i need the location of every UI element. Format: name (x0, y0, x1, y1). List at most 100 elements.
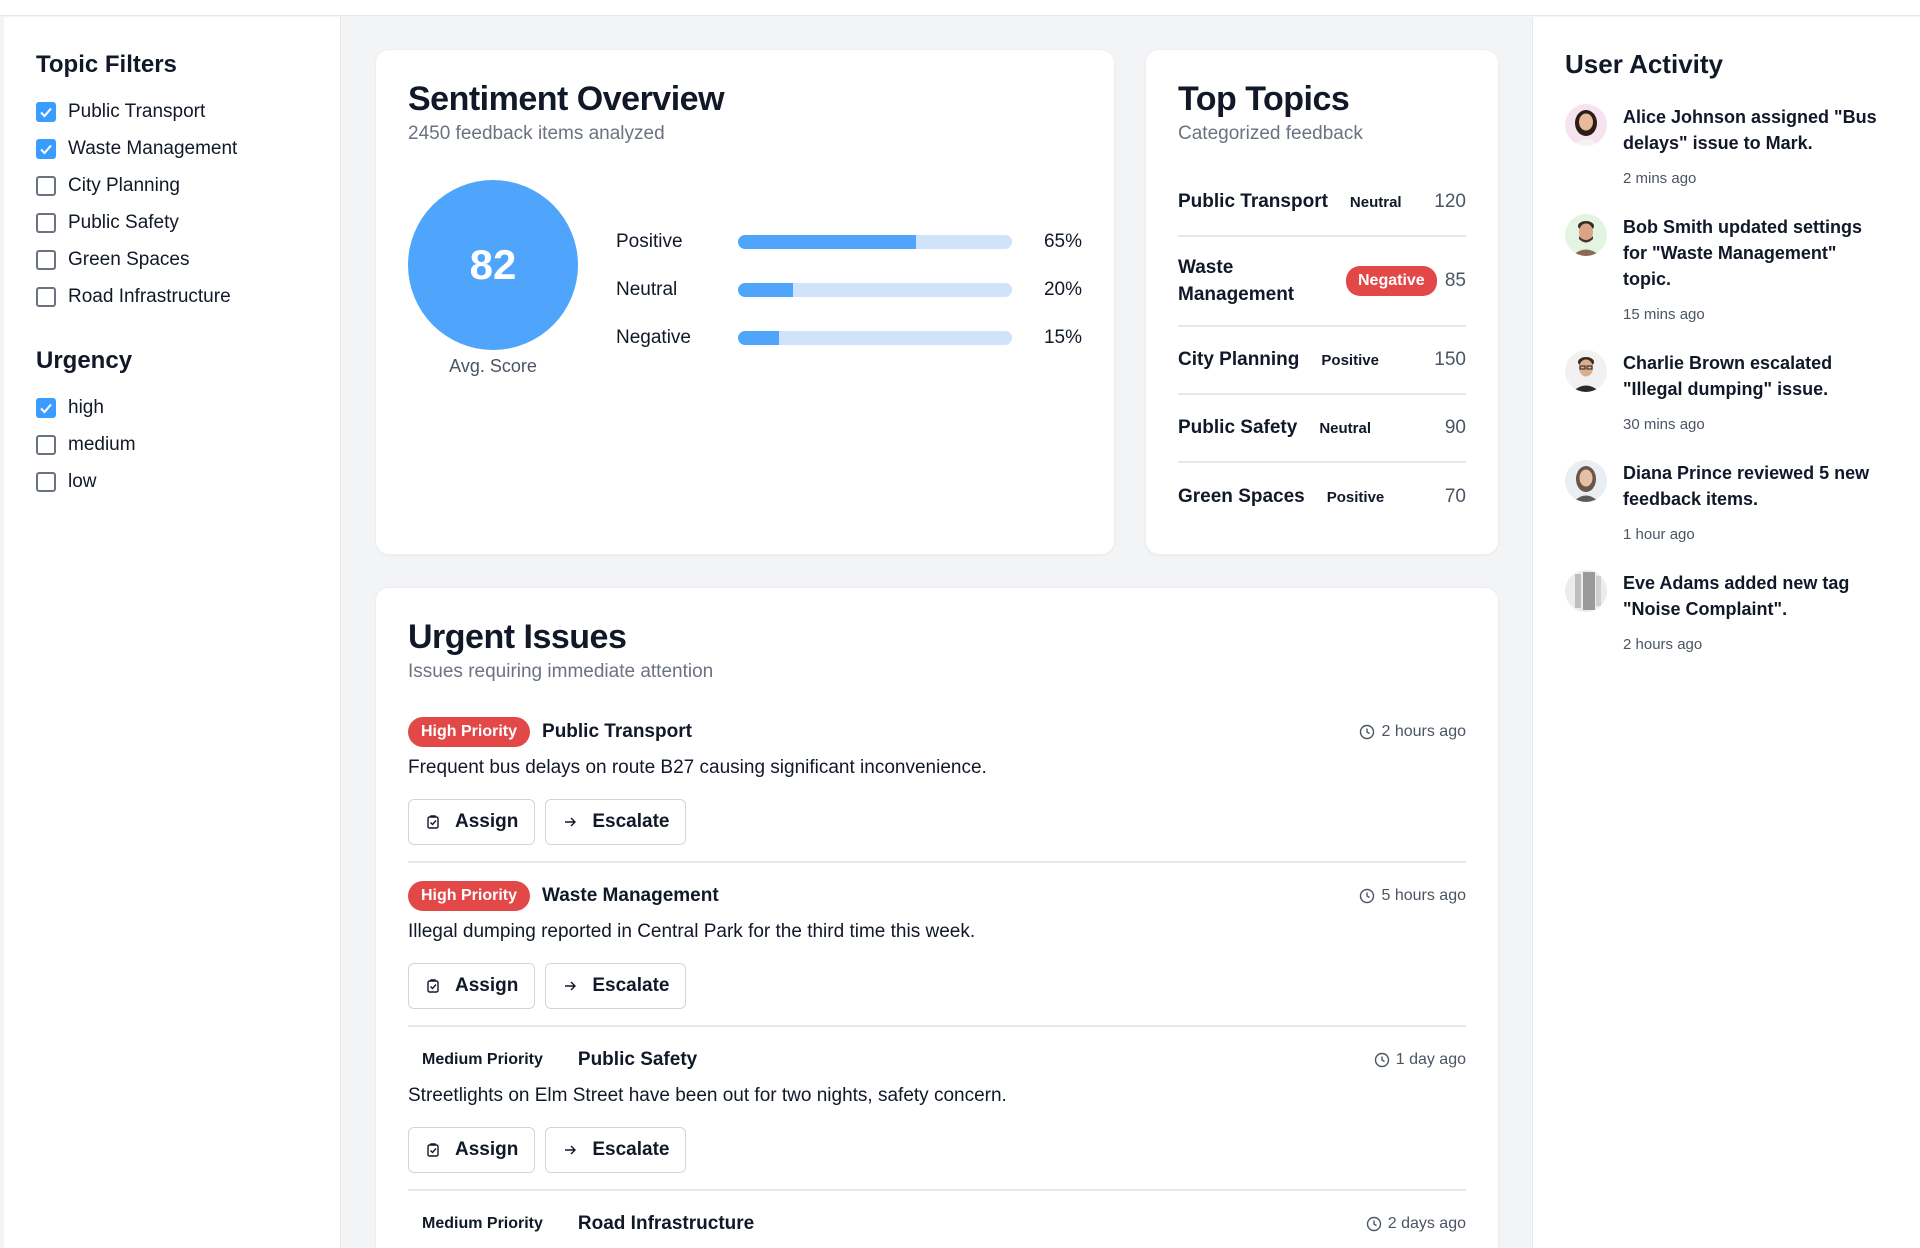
topic-filter-label: Road Infrastructure (68, 285, 231, 307)
activity-time: 2 hours ago (1623, 636, 1703, 653)
issue-description: Streetlights on Elm Street have been out… (408, 1085, 1007, 1106)
checkbox-checked[interactable] (36, 397, 56, 418)
avg-score: 82 Avg. Score (408, 180, 578, 377)
bar-track (738, 235, 1012, 249)
bar-label: Positive (616, 231, 683, 252)
topic-filter-city-planning[interactable]: City Planning (36, 167, 340, 204)
activity-item: Alice Johnson assigned "Bus delays" issu… (1565, 104, 1888, 192)
activity-text: Bob Smith updated settings for "Waste Ma… (1623, 217, 1863, 289)
checkbox[interactable] (36, 471, 56, 492)
escalate-label: Escalate (592, 975, 670, 996)
topic-filter-green-spaces[interactable]: Green Spaces (36, 241, 340, 278)
activity-text: Eve Adams added new tag "Noise Complaint… (1623, 573, 1850, 619)
escalate-label: Escalate (592, 1139, 670, 1160)
topic-count: 150 (1434, 349, 1466, 370)
activity-text: Charlie Brown escalated "Illegal dumping… (1623, 353, 1833, 399)
assign-label: Assign (455, 1139, 519, 1160)
checkbox[interactable] (36, 212, 56, 233)
bar-fill (738, 331, 780, 345)
activity-item: Charlie Brown escalated "Illegal dumping… (1565, 350, 1888, 438)
urgent-subtitle: Issues requiring immediate attention (408, 661, 714, 682)
urgency-filter-low[interactable]: low (36, 463, 340, 500)
urgency-filter-list: high medium low (36, 389, 340, 500)
avatar (1565, 214, 1607, 256)
escalate-button[interactable]: Escalate (545, 963, 687, 1009)
arrow-right-icon (565, 981, 577, 991)
topic-filter-road-infrastructure[interactable]: Road Infrastructure (36, 278, 340, 315)
clock-icon (1360, 888, 1375, 904)
topic-row[interactable]: Green Spaces Positive 70 (1178, 463, 1466, 531)
assign-label: Assign (455, 811, 519, 832)
issue-time-text: 2 days ago (1387, 1215, 1466, 1232)
urgency-filter-label: medium (68, 433, 136, 455)
sentiment-bars: Positive 65% Neutral 20% Negative 15% (616, 218, 1082, 362)
topic-row[interactable]: City Planning Positive 150 (1178, 327, 1466, 395)
priority-badge: High Priority (408, 881, 531, 911)
topic-name: City Planning (1178, 349, 1300, 370)
topic-filter-label: Waste Management (68, 137, 238, 159)
topic-filter-label: Green Spaces (68, 248, 190, 270)
filters-sidebar: Topic Filters Public Transport Waste Man… (4, 17, 341, 1248)
checkbox[interactable] (36, 249, 56, 270)
assign-button[interactable]: Assign (408, 1127, 536, 1173)
clock-icon (1360, 724, 1375, 740)
checkbox[interactable] (36, 434, 56, 455)
issue-topic: Public Transport (542, 721, 692, 742)
urgency-heading: Urgency (36, 347, 133, 374)
bar-track (738, 331, 1012, 345)
priority-badge: Medium Priority (422, 1215, 543, 1232)
topic-count: 85 (1444, 270, 1466, 291)
topic-filter-public-transport[interactable]: Public Transport (36, 93, 340, 130)
urgent-issues-card: Urgent Issues Issues requiring immediate… (375, 587, 1499, 1248)
issue-description: Frequent bus delays on route B27 causing… (408, 757, 987, 778)
topic-filter-waste-management[interactable]: Waste Management (36, 130, 340, 167)
issue-item: High Priority Public Transport 2 hours a… (408, 717, 1466, 863)
sentiment-badge: Negative (1346, 266, 1437, 296)
urgency-filter-high[interactable]: high (36, 389, 340, 426)
topic-row[interactable]: Public Safety Neutral 90 (1178, 395, 1466, 463)
priority-badge: High Priority (408, 717, 531, 747)
sentiment-overview-card: Sentiment Overview 2450 feedback items a… (375, 49, 1115, 555)
bar-percent: 65% (1043, 231, 1082, 252)
issue-time-text: 5 hours ago (1381, 887, 1466, 904)
topic-name: Waste Management (1178, 257, 1295, 305)
checkbox[interactable] (36, 175, 56, 196)
topic-filter-public-safety[interactable]: Public Safety (36, 204, 340, 241)
topic-filter-list: Public Transport Waste Management City P… (36, 93, 340, 315)
sentiment-bar-neutral: Neutral 20% (616, 266, 1082, 314)
escalate-button[interactable]: Escalate (545, 1127, 687, 1173)
score-label: Avg. Score (449, 356, 537, 376)
activity-title: User Activity (1565, 49, 1723, 79)
topic-row[interactable]: Public Transport Neutral 120 (1178, 169, 1466, 237)
checkbox[interactable] (36, 286, 56, 307)
topics-subtitle: Categorized feedback (1178, 123, 1363, 144)
arrow-right-icon (565, 817, 577, 827)
activity-item: Eve Adams added new tag "Noise Complaint… (1565, 570, 1888, 658)
issue-time: 2 days ago (1366, 1215, 1466, 1233)
activity-time: 1 hour ago (1623, 526, 1695, 543)
sentiment-bar-negative: Negative 15% (616, 314, 1082, 362)
bar-percent: 15% (1043, 327, 1082, 348)
topic-count: 70 (1444, 486, 1466, 507)
issue-topic: Waste Management (542, 885, 719, 906)
topics-title: Top Topics (1178, 80, 1350, 118)
top-bar (0, 0, 1920, 16)
assign-button[interactable]: Assign (408, 799, 536, 845)
clock-icon (1366, 1216, 1381, 1232)
assign-button[interactable]: Assign (408, 963, 536, 1009)
issue-topic: Road Infrastructure (577, 1213, 755, 1234)
urgency-filter-medium[interactable]: medium (36, 426, 340, 463)
checkbox-checked[interactable] (36, 138, 56, 159)
escalate-button[interactable]: Escalate (545, 799, 687, 845)
activity-item: Bob Smith updated settings for "Waste Ma… (1565, 214, 1888, 328)
issue-item: High Priority Waste Management 5 hours a… (408, 881, 1466, 1027)
activity-text: Diana Prince reviewed 5 new feedback ite… (1623, 463, 1870, 509)
topic-name: Public Transport (1178, 191, 1328, 212)
bar-track (738, 283, 1012, 297)
avatar (1565, 570, 1607, 612)
main-content: Sentiment Overview 2450 feedback items a… (343, 17, 1531, 1248)
topic-row[interactable]: Waste Management Negative 85 (1178, 237, 1466, 327)
avatar (1565, 460, 1607, 502)
checkbox-checked[interactable] (36, 101, 56, 122)
avatar (1565, 350, 1607, 392)
